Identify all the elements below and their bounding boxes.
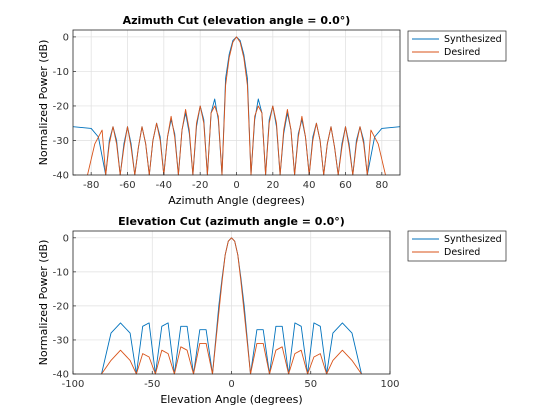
- elevation-y-tick-label: -10: [53, 267, 69, 278]
- azimuth-x-tick-label: -40: [156, 180, 172, 191]
- azimuth-y-tick-label: 0: [63, 32, 69, 43]
- azimuth-series-line-desired: [87, 36, 386, 176]
- elevation-y-tick-label: -40: [53, 370, 69, 381]
- azimuth-x-tick-label: 80: [375, 180, 388, 191]
- azimuth-x-tick-label: -20: [192, 180, 208, 191]
- elevation-chart: -100 -50 0 50 100 0 -10 -20 -30 -40 Elevation Cut…: [37, 215, 507, 406]
- azimuth-x-tick-label: 0: [233, 180, 239, 191]
- azimuth-legend: Synthesized Desired: [407, 30, 507, 62]
- elevation-x-tick-label: 50: [304, 379, 317, 390]
- elevation-y-label: Normalized Power (dB): [37, 240, 50, 366]
- azimuth-series: [72, 36, 401, 176]
- azimuth-x-tick-label: 20: [266, 180, 279, 191]
- elevation-x-tick-label: -100: [62, 379, 85, 390]
- azimuth-grid: [73, 30, 400, 176]
- azimuth-x-tick-label: 40: [303, 180, 316, 191]
- azimuth-y-tick-label: -30: [53, 136, 69, 147]
- elevation-x-tick-label: 100: [380, 379, 399, 390]
- azimuth-x-tick-label: -60: [119, 180, 135, 191]
- azimuth-y-tick-label: -20: [53, 101, 69, 112]
- elevation-y-tick-label: -20: [53, 301, 69, 312]
- elevation-ticks: -100 -50 0 50 100 0 -10 -20 -30 -40: [53, 233, 400, 390]
- azimuth-x-tick-label: -80: [83, 180, 99, 191]
- elevation-y-tick-label: 0: [63, 233, 69, 244]
- azimuth-x-tick-label: 60: [339, 180, 352, 191]
- azimuth-y-label: Normalized Power (dB): [37, 40, 50, 166]
- azimuth-legend-label-desired: Desired: [444, 47, 480, 58]
- azimuth-y-tick-label: -40: [53, 171, 69, 182]
- elevation-y-tick-label: -30: [53, 335, 69, 346]
- elevation-legend: Synthesized Desired: [407, 230, 507, 262]
- elevation-x-label: Elevation Angle (degrees): [160, 393, 302, 406]
- elevation-title: Elevation Cut (azimuth angle = 0.0°): [118, 215, 345, 228]
- azimuth-y-tick-label: -10: [53, 67, 69, 78]
- azimuth-title: Azimuth Cut (elevation angle = 0.0°): [123, 14, 351, 27]
- azimuth-chart: -80 -60 -40 -20 0 20 40 60 80 0 -10 -20 -30 -40 Azimu…: [37, 14, 507, 207]
- elevation-legend-label-desired: Desired: [444, 247, 480, 258]
- elevation-legend-box: [407, 230, 507, 262]
- azimuth-x-label: Azimuth Angle (degrees): [168, 194, 305, 207]
- elevation-legend-label-synthesized: Synthesized: [444, 234, 502, 245]
- elevation-x-tick-label: 0: [228, 379, 234, 390]
- elevation-x-tick-label: -50: [144, 379, 160, 390]
- azimuth-legend-box: [407, 30, 507, 62]
- azimuth-legend-label-synthesized: Synthesized: [444, 34, 502, 45]
- azimuth-ticks: -80 -60 -40 -20 0 20 40 60 80 0 -10 -20 -30 -40: [53, 32, 389, 191]
